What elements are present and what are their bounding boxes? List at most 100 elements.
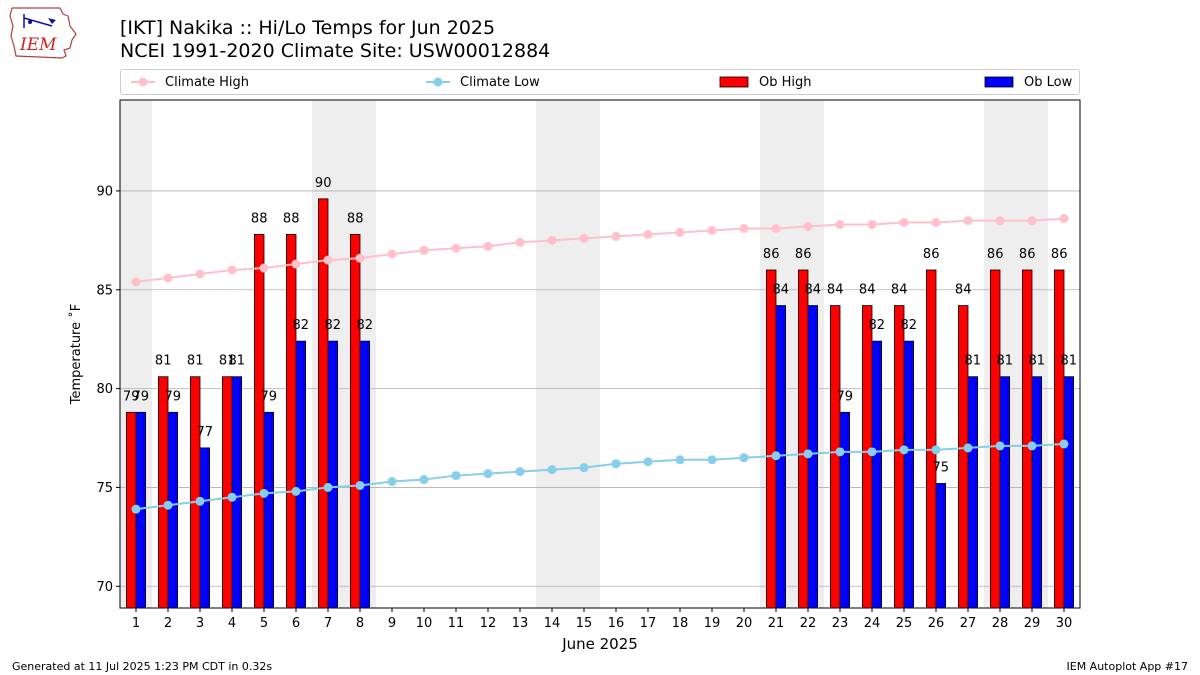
ob-low-bar	[295, 340, 307, 609]
ob-high-bar	[1022, 269, 1033, 609]
climate-high-point	[547, 235, 557, 245]
ob-low-value-label: 82	[293, 318, 310, 333]
x-tick-label: 16	[608, 616, 625, 631]
climate-high-point	[131, 277, 141, 287]
x-tick-label: 9	[388, 616, 396, 631]
climate-low-point	[963, 443, 973, 453]
climate-high-point	[579, 233, 589, 243]
chart-title: [IKT] Nakika :: Hi/Lo Temps for Jun 2025	[120, 17, 496, 39]
iem-logo: IEM	[8, 6, 80, 60]
y-tick-label: 90	[96, 184, 113, 199]
x-tick-label: 28	[992, 616, 1009, 631]
x-tick-label: 21	[768, 616, 785, 631]
app-credit: IEM Autoplot App #17	[1066, 660, 1189, 673]
climate-low-point	[995, 441, 1005, 451]
climate-high-point	[483, 241, 493, 251]
climate-high-point	[899, 218, 909, 228]
legend-label-climate-high: Climate High	[165, 74, 250, 90]
ob-high-value-label: 86	[1019, 247, 1036, 262]
x-tick-label: 14	[544, 616, 561, 631]
x-tick-label: 2	[164, 616, 172, 631]
climate-high-point	[1027, 216, 1037, 226]
ob-low-value-label: 82	[325, 318, 342, 333]
climate-high-point	[419, 245, 429, 255]
x-tick-label: 10	[416, 616, 433, 631]
climate-high-swatch-icon	[131, 77, 155, 87]
x-tick-label: 8	[356, 616, 364, 631]
y-tick-label: 70	[96, 580, 113, 595]
climate-low-point	[803, 449, 813, 459]
ob-low-value-label: 82	[901, 318, 918, 333]
climate-low-point	[387, 476, 397, 486]
climate-high-point	[611, 231, 621, 241]
climate-high-point	[259, 263, 269, 273]
ob-high-bar	[189, 376, 201, 609]
legend-item-climate-high: Climate High	[131, 70, 249, 94]
ob-high-value-label: 79	[123, 389, 140, 404]
y-tick-label: 85	[96, 283, 113, 298]
ob-low-value-label: 81	[997, 354, 1014, 369]
ob-high-bar	[221, 376, 233, 609]
climate-low-line	[135, 442, 1065, 511]
x-tick-label: 18	[672, 616, 689, 631]
ob-high-bar	[798, 269, 809, 609]
climate-low-point	[195, 496, 205, 506]
ob-low-value-label: 82	[869, 318, 886, 333]
climate-low-point	[547, 465, 557, 475]
ob-high-swatch-icon	[719, 76, 749, 88]
climate-low-swatch-icon	[426, 77, 450, 87]
ob-low-bar	[1063, 376, 1075, 609]
ob-high-value-label: 81	[155, 354, 172, 369]
climate-low-point	[419, 475, 429, 485]
ob-low-bar	[871, 340, 883, 609]
x-tick-label: 25	[896, 616, 913, 631]
ob-high-value-label: 84	[827, 283, 844, 298]
climate-high-point	[195, 269, 205, 279]
ob-low-value-label: 79	[165, 389, 182, 404]
weekend-band	[536, 100, 568, 608]
ob-low-bar	[999, 376, 1011, 609]
ob-high-bar	[862, 305, 873, 609]
ob-low-value-label: 82	[357, 318, 374, 333]
legend-label-ob-high: Ob High	[759, 74, 812, 90]
climate-high-point	[355, 253, 365, 263]
ob-high-bar	[958, 305, 969, 609]
x-tick-label: 17	[640, 616, 657, 631]
ob-low-bar	[935, 483, 947, 609]
legend-item-ob-high: Ob High	[719, 70, 812, 94]
weekend-band	[568, 100, 600, 608]
x-tick-label: 20	[736, 616, 753, 631]
ob-low-bar	[839, 411, 851, 609]
climate-low-point	[771, 451, 781, 461]
ob-high-value-label: 84	[859, 283, 876, 298]
ob-high-value-label: 86	[923, 247, 940, 262]
chart-subtitle: NCEI 1991-2020 Climate Site: USW00012884	[120, 40, 551, 62]
ob-high-value-label: 88	[347, 211, 364, 226]
ob-high-value-label: 88	[283, 211, 300, 226]
ob-low-bar	[359, 340, 371, 609]
climate-high-point	[835, 220, 845, 230]
climate-high-point	[675, 227, 685, 237]
ob-high-value-label: 86	[1051, 247, 1068, 262]
climate-high-point	[515, 237, 525, 247]
x-tick-label: 26	[928, 616, 945, 631]
x-tick-label: 29	[1024, 616, 1041, 631]
climate-low-point	[227, 492, 237, 502]
climate-high-point	[995, 216, 1005, 226]
ob-low-bar	[167, 411, 179, 609]
ob-low-value-label: 81	[965, 354, 982, 369]
climate-high-point	[387, 249, 397, 259]
ob-high-bar	[990, 269, 1001, 609]
x-tick-label: 5	[260, 616, 268, 631]
ob-high-value-label: 84	[955, 283, 972, 298]
ob-low-value-label: 79	[261, 389, 278, 404]
plot-frame	[119, 99, 1081, 609]
climate-low-point	[707, 455, 717, 465]
generated-timestamp: Generated at 11 Jul 2025 1:23 PM CDT in …	[12, 660, 273, 673]
ob-low-bar	[231, 376, 243, 609]
ob-high-bar	[1054, 269, 1065, 609]
climate-low-point	[323, 482, 333, 492]
legend-item-climate-low: Climate Low	[426, 70, 540, 94]
ob-high-bar	[157, 376, 169, 609]
